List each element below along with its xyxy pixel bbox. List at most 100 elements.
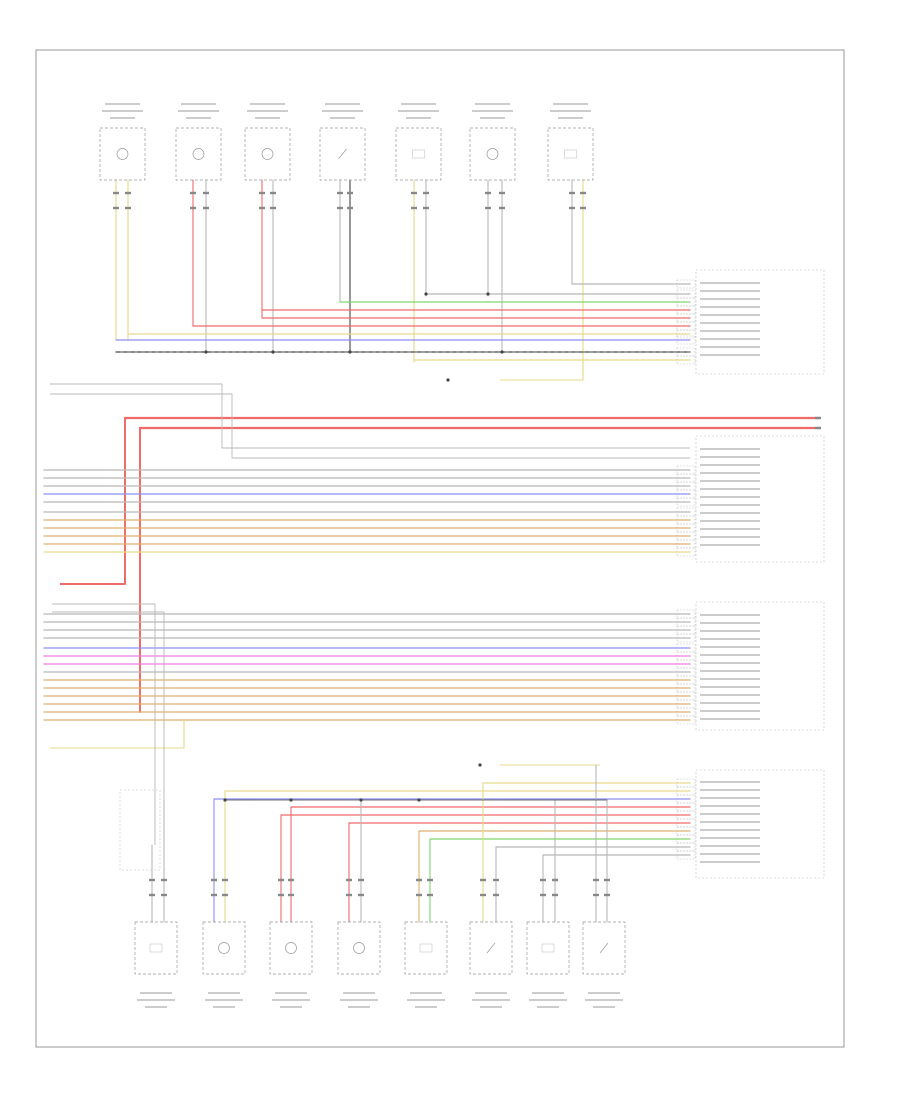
driver-harness-label — [700, 614, 760, 616]
wire-end-tick — [278, 878, 284, 882]
power-wire — [500, 360, 584, 381]
wire-end-tick — [580, 206, 586, 210]
driver-harness-label — [700, 702, 760, 704]
left-harness-label — [700, 821, 760, 823]
passenger-connector-pin — [676, 523, 696, 533]
driver-harness-label — [700, 622, 760, 624]
lamp-bulb-icon — [116, 148, 129, 160]
wire-end-tick — [427, 893, 433, 897]
component-label-line — [480, 117, 505, 119]
passenger-harness-label — [700, 536, 760, 538]
left-harness-label — [700, 797, 760, 799]
passenger-harness-label — [700, 456, 760, 458]
component-label-line — [410, 992, 442, 994]
passenger-harness-label — [700, 488, 760, 490]
component-label-line — [398, 110, 439, 112]
driver-harness-label — [700, 662, 760, 664]
wire-end-tick — [480, 893, 486, 897]
component-label-line — [550, 110, 591, 112]
passenger-harness-label — [700, 512, 760, 514]
wire-end-tick — [203, 191, 209, 195]
driver-connector-pin — [676, 651, 696, 661]
driver-harness-label — [700, 718, 760, 720]
wire-end-tick — [113, 191, 119, 195]
right-rear-door-component-3 — [244, 127, 291, 181]
component-label-line — [401, 103, 436, 105]
switch-contact-icon — [486, 942, 496, 954]
splice-dot — [204, 350, 208, 354]
driver-feed-wire — [52, 603, 156, 845]
left-harness-label — [700, 781, 760, 783]
component-label-line — [480, 1006, 502, 1008]
component-label-line — [208, 992, 240, 994]
wire-end-tick — [337, 191, 343, 195]
splice-dot — [424, 292, 428, 296]
splice-dot — [486, 292, 490, 296]
left-rear-door-component-3 — [269, 921, 313, 975]
passenger-harness-label — [700, 544, 760, 546]
connectors-layer — [113, 191, 821, 897]
right-connector-pin — [676, 279, 696, 289]
driver-connector-pin — [676, 715, 696, 725]
passenger-connector-pin — [676, 473, 696, 483]
wire-end-tick — [288, 878, 294, 882]
lamp-bulb-icon — [192, 148, 205, 160]
driver-harness-label — [700, 630, 760, 632]
component-label-line — [532, 992, 564, 994]
component-label-line — [280, 1006, 302, 1008]
wire-end-tick — [278, 893, 284, 897]
motor-module-icon — [149, 943, 163, 953]
wire-end-tick — [161, 878, 167, 882]
driver-feed-wire — [52, 611, 165, 800]
wire-end-tick — [125, 191, 131, 195]
driver-door-control-unit-box — [695, 601, 825, 731]
left-rear-door-control-unit-box — [695, 769, 825, 879]
wire-end-tick — [149, 893, 155, 897]
wire-end-tick — [416, 893, 422, 897]
left-rear-door-component-5 — [404, 921, 448, 975]
component-label-line — [340, 999, 378, 1001]
driver-connector-pin — [676, 617, 696, 627]
wires-layer — [43, 179, 822, 923]
driver-harness-label — [700, 654, 760, 656]
splice-dot — [478, 763, 482, 767]
driver-harness-label — [700, 694, 760, 696]
left-rear-door-component-2 — [202, 921, 246, 975]
component-label-line — [205, 999, 243, 1001]
wire-end-tick — [358, 893, 364, 897]
wire-end-tick — [259, 206, 265, 210]
right-harness-label — [700, 306, 760, 308]
component-label-line — [472, 999, 510, 1001]
splice-dot — [446, 378, 450, 382]
lamp-bulb-icon — [261, 148, 274, 160]
component-label-line — [322, 110, 363, 112]
right-connector-pin — [676, 329, 696, 339]
wire-end-tick — [337, 206, 343, 210]
component-label-line — [407, 999, 445, 1001]
driver-connector-pin — [676, 667, 696, 677]
wire-end-tick — [346, 878, 352, 882]
wire-end-tick — [580, 191, 586, 195]
splice-dot — [289, 798, 293, 802]
right-rear-door-component-4 — [319, 127, 366, 181]
wire-end-tick — [604, 893, 610, 897]
passenger-harness-label — [700, 472, 760, 474]
driver-harness-label — [700, 678, 760, 680]
wire-end-tick — [203, 206, 209, 210]
wire-end-tick — [423, 206, 429, 210]
component-label-line — [181, 103, 216, 105]
driver-connector-pin — [676, 659, 696, 669]
wire-end-tick — [211, 893, 217, 897]
left-connector-pin — [676, 842, 696, 852]
wire-end-tick — [259, 191, 265, 195]
wire-end-tick — [190, 206, 196, 210]
wire-end-tick — [427, 878, 433, 882]
component-label-line — [529, 999, 567, 1001]
right-connector-pin — [676, 355, 696, 365]
feed-wire — [50, 393, 690, 459]
wire-end-tick — [149, 878, 155, 882]
wire-end-tick — [493, 878, 499, 882]
driver-connector-pin — [676, 609, 696, 619]
driver-harness-label — [700, 710, 760, 712]
wire-end-tick — [211, 878, 217, 882]
